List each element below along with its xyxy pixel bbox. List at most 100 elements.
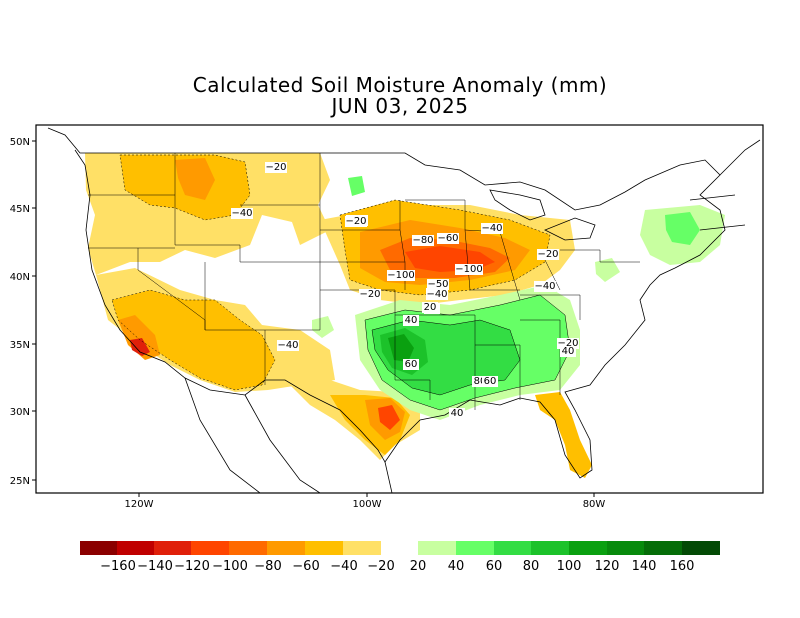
lon-tick-label: 120W	[125, 499, 154, 510]
mexico-outline	[184, 377, 393, 493]
legend-swatch	[682, 541, 720, 555]
contour-label: 80	[474, 376, 487, 387]
contour-label: 20	[424, 302, 437, 313]
contour-label: −20	[557, 338, 578, 349]
contour-label-bg	[437, 233, 459, 244]
contour-label: 40	[562, 346, 575, 357]
contour-label: −40	[277, 340, 298, 351]
color-legend: −160 −140 −120 −100 −80 −60 −40 −20 20 40 60 80 100 1…	[80, 541, 720, 574]
map-outlines	[47, 127, 761, 493]
legend-swatch	[607, 541, 645, 555]
contour-label: −20	[537, 249, 558, 260]
us-border-outline	[47, 127, 726, 479]
dry-region-florida	[535, 392, 592, 478]
contour-label-bg	[534, 281, 556, 292]
legend-label: −140	[137, 559, 173, 574]
lat-tick-label: 30N	[10, 407, 30, 418]
contour-label-bg	[231, 208, 253, 219]
contour-label: −80	[412, 235, 433, 246]
contour-label: 60	[405, 359, 418, 370]
contour-label: 40	[405, 315, 418, 326]
dry-region-california-100	[130, 338, 150, 356]
legend-label: −40	[330, 559, 357, 574]
contour-label-bg	[412, 235, 434, 246]
wet-region-ohio	[595, 258, 620, 282]
legend-swatch	[456, 541, 494, 555]
contour-label-bg	[481, 223, 503, 234]
contour-lines-wet	[364, 294, 571, 411]
longitude-axis: 120W 100W 80W	[125, 493, 606, 510]
legend-label: −100	[212, 559, 248, 574]
legend-swatch	[229, 541, 267, 555]
state-lines	[88, 153, 640, 410]
dry-region-texas-100	[378, 405, 400, 430]
contour-label: −20	[345, 216, 366, 227]
contour-label-bg	[557, 338, 579, 349]
contour-label: −20	[265, 162, 286, 173]
legend-swatch	[191, 541, 229, 555]
contour-label-bg	[455, 264, 483, 275]
contour-label: 60	[484, 376, 497, 387]
map-title: Calculated Soil Moisture Anomaly (mm)	[192, 73, 608, 97]
legend-label: 40	[448, 559, 465, 574]
legend-swatch	[418, 541, 456, 555]
lon-tick-label: 80W	[583, 499, 606, 510]
contour-label-bg	[426, 289, 448, 300]
lat-tick-label: 45N	[10, 204, 30, 215]
legend-label: −120	[174, 559, 210, 574]
legend-swatch	[305, 541, 343, 555]
dry-region-california-60	[118, 315, 160, 360]
legend-swatch	[267, 541, 305, 555]
legend-swatch	[80, 541, 118, 555]
map-date: JUN 03, 2025	[331, 94, 469, 118]
legend-swatch	[117, 541, 155, 555]
great-lakes-outline	[489, 189, 596, 241]
legend-label: −20	[367, 559, 394, 574]
contour-label-bg	[345, 216, 367, 227]
legend-swatch	[154, 541, 192, 555]
contour-label-bg	[472, 376, 488, 387]
map-frame	[35, 124, 764, 494]
legend-label: 120	[595, 559, 620, 574]
contour-label-bg	[359, 289, 381, 300]
contour-label-group: −20−40−20−20−40−80−60−40−20−100−100−50−4…	[231, 162, 579, 419]
contour-label-bg	[403, 315, 419, 326]
legend-swatch	[644, 541, 682, 555]
wet-region-south-100	[388, 334, 414, 362]
contour-wet-south-inner	[371, 319, 521, 396]
legend-label: −60	[292, 559, 319, 574]
contour-label: −40	[481, 223, 502, 234]
contour-label-bg	[449, 408, 465, 419]
latitude-axis: 50N 45N 40N 35N 30N 25N	[10, 137, 36, 487]
lat-tick-label: 25N	[10, 476, 30, 487]
lat-tick-label: 35N	[10, 340, 30, 351]
contour-label: 40	[451, 408, 464, 419]
lat-tick-label: 50N	[10, 137, 30, 148]
legend-label: 100	[557, 559, 582, 574]
wet-region-northeast-40	[665, 212, 700, 245]
contour-label-bg	[482, 376, 498, 387]
dry-region-sw-40	[112, 290, 275, 390]
contour-label-bg	[277, 340, 299, 351]
contour-label: −100	[455, 264, 482, 275]
contour-label: −20	[359, 289, 380, 300]
legend-label: 140	[632, 559, 657, 574]
contour-label-bg	[387, 270, 415, 281]
lat-tick-label: 40N	[10, 272, 30, 283]
contour-label: −50	[427, 279, 448, 290]
legend-swatch	[494, 541, 532, 555]
legend-swatch	[531, 541, 569, 555]
contour-wet-south	[364, 294, 571, 411]
contour-label-bg	[422, 302, 438, 313]
legend-label: −80	[254, 559, 281, 574]
contour-label-bg	[560, 346, 576, 357]
contour-label: −40	[426, 289, 447, 300]
legend-label: 60	[486, 559, 503, 574]
legend-label: 20	[410, 559, 427, 574]
legend-swatch	[343, 541, 381, 555]
wet-region-rockies	[312, 316, 334, 338]
legend-label: 80	[523, 559, 540, 574]
state-boundaries	[88, 153, 640, 410]
legend-swatch	[569, 541, 607, 555]
